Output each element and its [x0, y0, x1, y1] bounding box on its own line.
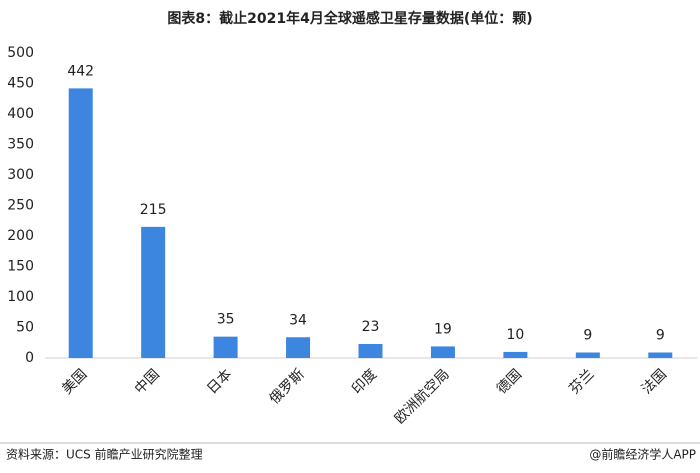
y-tick-label: 350 [7, 137, 34, 153]
x-tick-label: 美国 [59, 366, 90, 397]
y-tick-label: 400 [7, 106, 34, 122]
credit: @前瞻经济学人APP [589, 447, 696, 462]
y-tick-label: 200 [7, 228, 34, 244]
value-label: 10 [506, 327, 524, 343]
bar [286, 337, 311, 358]
x-tick-label: 印度 [349, 366, 380, 397]
x-tick-label: 法国 [639, 366, 670, 397]
x-tick-label: 中国 [132, 366, 163, 397]
value-label: 35 [217, 312, 235, 328]
y-tick-label: 450 [7, 76, 34, 92]
value-label: 23 [362, 319, 380, 335]
bar [575, 352, 600, 358]
value-label: 9 [583, 328, 592, 344]
value-label: 442 [67, 63, 94, 79]
bar [430, 346, 455, 358]
source: 资料来源：UCS 前瞻产业研究院整理 [6, 447, 203, 462]
y-tick-label: 150 [7, 259, 34, 275]
x-tick-label: 日本 [204, 366, 235, 397]
bar [358, 343, 383, 358]
chart-title: 图表8：截止2021年4月全球遥感卫星存量数据(单位：颗) [167, 10, 532, 27]
x-tick-label: 俄罗斯 [267, 366, 308, 407]
value-label: 19 [434, 321, 452, 337]
bar [68, 88, 93, 358]
bar [648, 352, 673, 358]
y-tick-label: 500 [7, 45, 34, 61]
x-tick-label: 芬兰 [566, 366, 597, 397]
bar [503, 351, 528, 358]
y-tick-label: 50 [16, 320, 34, 336]
bar [213, 336, 238, 358]
value-label: 34 [289, 312, 307, 328]
value-label: 9 [656, 328, 665, 344]
y-tick-label: 0 [25, 350, 34, 366]
y-tick-label: 300 [7, 167, 34, 183]
value-label: 215 [140, 202, 167, 218]
y-tick-label: 100 [7, 289, 34, 305]
x-tick-label: 德国 [494, 366, 525, 397]
x-tick-label: 欧洲航空局 [392, 366, 453, 427]
bar [141, 226, 166, 358]
y-tick-label: 250 [7, 198, 34, 214]
